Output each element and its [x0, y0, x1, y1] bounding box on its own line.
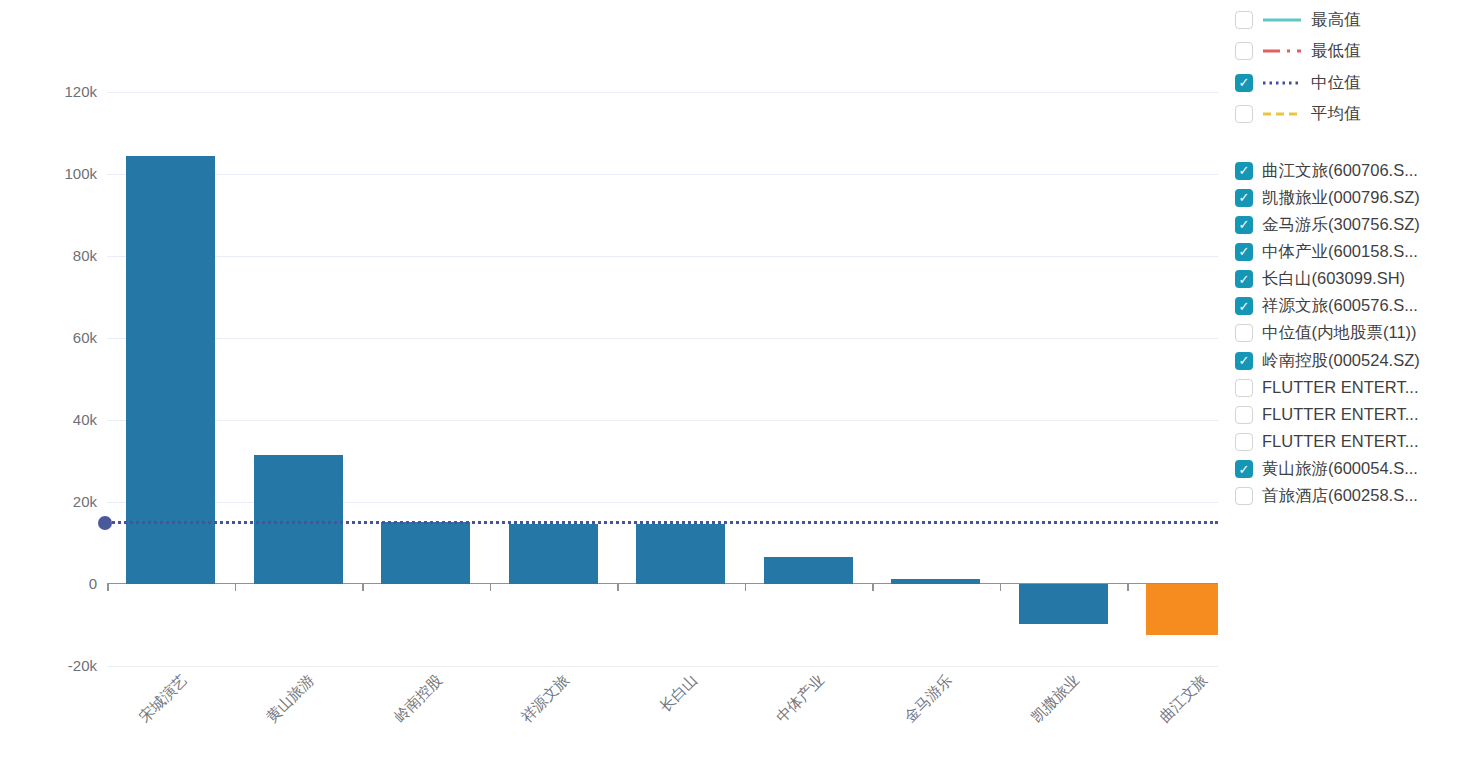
legend-item-label[interactable]: 平均值	[1311, 103, 1361, 125]
legend-stat-lines: 最高值最低值 ✓ 中位值平均值	[1235, 4, 1361, 130]
series-legend-label[interactable]: FLUTTER ENTERT...	[1262, 432, 1418, 451]
unchecked-checkbox-icon[interactable]	[1235, 42, 1253, 60]
series-legend-item[interactable]: ✓ 曲江文旅(600706.S...	[1235, 157, 1420, 184]
y-axis-tick-label: 40k	[0, 411, 97, 429]
y-axis-tick-label: 20k	[0, 493, 97, 511]
series-legend-item[interactable]: 中位值(内地股票(11))	[1235, 320, 1420, 347]
legend-line-swatch-dashed	[1262, 110, 1302, 118]
bar-宋城演艺[interactable]	[126, 156, 215, 584]
checked-checkbox-icon[interactable]: ✓	[1235, 352, 1253, 370]
bar-中体产业[interactable]	[764, 557, 853, 584]
bar-金马游乐[interactable]	[891, 579, 980, 584]
series-legend-label[interactable]: 岭南控股(000524.SZ)	[1262, 350, 1420, 372]
legend-item-label[interactable]: 中位值	[1311, 72, 1361, 94]
series-legend-item[interactable]: ✓ 金马游乐(300756.SZ)	[1235, 211, 1420, 238]
series-legend-item[interactable]: ✓ 中体产业(600158.S...	[1235, 238, 1420, 265]
series-legend-item[interactable]: ✓ 祥源文旅(600576.S...	[1235, 293, 1420, 320]
checked-checkbox-icon[interactable]: ✓	[1235, 189, 1253, 207]
bar-黄山旅游[interactable]	[254, 455, 343, 584]
legend-series-list: ✓ 曲江文旅(600706.S... ✓ 凯撒旅业(000796.SZ) ✓ 金马游乐(3…	[1235, 157, 1420, 510]
legend-item-最高值[interactable]: 最高值	[1235, 4, 1361, 36]
checked-checkbox-icon[interactable]: ✓	[1235, 460, 1253, 478]
checked-checkbox-icon[interactable]: ✓	[1235, 297, 1253, 315]
series-legend-label[interactable]: 首旅酒店(600258.S...	[1262, 485, 1418, 507]
y-axis-tick-label: -20k	[0, 657, 97, 675]
legend-item-平均值[interactable]: 平均值	[1235, 99, 1361, 131]
bar-祥源文旅[interactable]	[509, 524, 598, 584]
checked-checkbox-icon[interactable]: ✓	[1235, 270, 1253, 288]
y-axis-tick-label: 100k	[0, 165, 97, 183]
series-legend-label[interactable]: 曲江文旅(600706.S...	[1262, 160, 1418, 182]
bar-chart-panel: 120k100k80k60k40k20k0-20k 宋城演艺黄山旅游岭南控股祥源…	[0, 0, 1477, 763]
series-legend-label[interactable]: 中体产业(600158.S...	[1262, 241, 1418, 263]
legend-item-label[interactable]: 最高值	[1311, 9, 1361, 31]
legend-line-swatch-solid	[1262, 16, 1302, 24]
checked-checkbox-icon[interactable]: ✓	[1235, 74, 1253, 92]
y-axis-tick-label: 0	[0, 575, 97, 593]
y-axis-tick-label: 60k	[0, 329, 97, 347]
legend-line-swatch-dotted	[1262, 79, 1302, 87]
bar-凯撒旅业[interactable]	[1019, 584, 1108, 624]
unchecked-checkbox-icon[interactable]	[1235, 105, 1253, 123]
unchecked-checkbox-icon[interactable]	[1235, 379, 1253, 397]
series-legend-item[interactable]: FLUTTER ENTERT...	[1235, 374, 1420, 401]
bar-长白山[interactable]	[636, 524, 725, 584]
y-axis-tick-label: 120k	[0, 83, 97, 101]
median-dotted-line	[107, 521, 1218, 524]
checked-checkbox-icon[interactable]: ✓	[1235, 162, 1253, 180]
series-legend-label[interactable]: 凯撒旅业(000796.SZ)	[1262, 187, 1420, 209]
series-legend-item[interactable]: ✓ 长白山(603099.SH)	[1235, 266, 1420, 293]
bar-曲江文旅[interactable]	[1146, 584, 1218, 635]
plot-area	[107, 0, 1218, 763]
series-legend-label[interactable]: FLUTTER ENTERT...	[1262, 405, 1418, 424]
series-legend-item[interactable]: FLUTTER ENTERT...	[1235, 428, 1420, 455]
unchecked-checkbox-icon[interactable]	[1235, 487, 1253, 505]
series-legend-item[interactable]: ✓ 凯撒旅业(000796.SZ)	[1235, 184, 1420, 211]
series-legend-item[interactable]: ✓ 岭南控股(000524.SZ)	[1235, 347, 1420, 374]
bar-岭南控股[interactable]	[381, 522, 470, 584]
legend-line-swatch-dashdot	[1262, 47, 1302, 55]
unchecked-checkbox-icon[interactable]	[1235, 406, 1253, 424]
median-start-dot	[98, 516, 112, 530]
legend-item-label[interactable]: 最低值	[1311, 40, 1361, 62]
series-legend-label[interactable]: 长白山(603099.SH)	[1262, 268, 1405, 290]
series-legend-item[interactable]: FLUTTER ENTERT...	[1235, 401, 1420, 428]
unchecked-checkbox-icon[interactable]	[1235, 324, 1253, 342]
series-legend-label[interactable]: 金马游乐(300756.SZ)	[1262, 214, 1420, 236]
unchecked-checkbox-icon[interactable]	[1235, 433, 1253, 451]
series-legend-label[interactable]: 祥源文旅(600576.S...	[1262, 295, 1418, 317]
legend-item-中位值[interactable]: ✓ 中位值	[1235, 67, 1361, 99]
legend-item-最低值[interactable]: 最低值	[1235, 36, 1361, 68]
y-axis-tick-label: 80k	[0, 247, 97, 265]
series-legend-label[interactable]: 中位值(内地股票(11))	[1262, 322, 1417, 344]
checked-checkbox-icon[interactable]: ✓	[1235, 216, 1253, 234]
series-legend-label[interactable]: 黄山旅游(600054.S...	[1262, 458, 1418, 480]
series-legend-label[interactable]: FLUTTER ENTERT...	[1262, 378, 1418, 397]
unchecked-checkbox-icon[interactable]	[1235, 11, 1253, 29]
checked-checkbox-icon[interactable]: ✓	[1235, 243, 1253, 261]
series-legend-item[interactable]: ✓ 黄山旅游(600054.S...	[1235, 456, 1420, 483]
series-legend-item[interactable]: 首旅酒店(600258.S...	[1235, 483, 1420, 510]
